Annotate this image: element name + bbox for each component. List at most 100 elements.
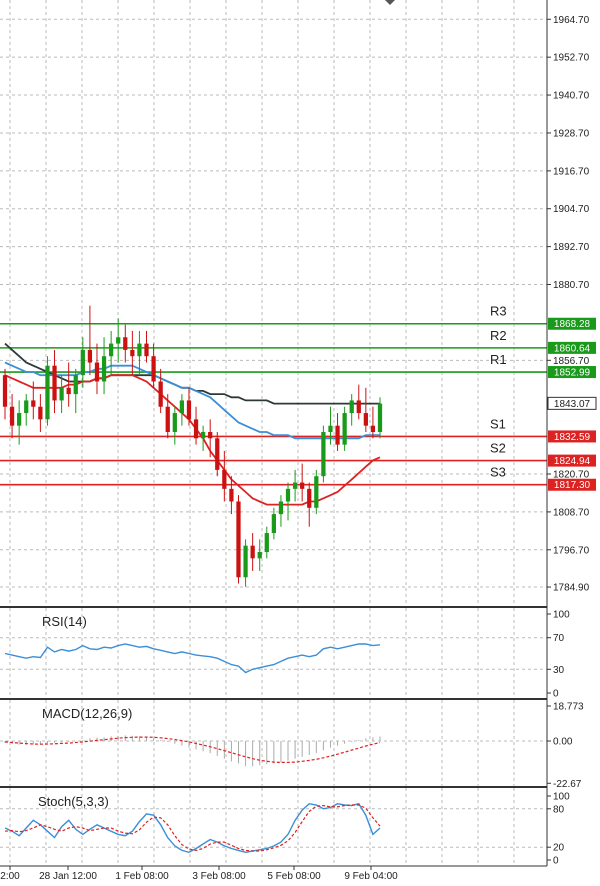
level-tag-r2 — [548, 341, 596, 354]
candle-body — [200, 432, 206, 439]
candle — [314, 469, 319, 515]
level-tag-s2 — [548, 454, 596, 467]
y-tick-label: 1796.70 — [553, 545, 590, 556]
candle-body — [356, 400, 361, 414]
level-value-s2: 1824.94 — [554, 456, 591, 467]
candle-body — [24, 400, 29, 414]
candle — [101, 337, 107, 395]
y-tick-label: 1928.70 — [553, 128, 590, 139]
rsi-y-tick-label: 30 — [553, 665, 565, 676]
candle — [285, 482, 291, 521]
stoch-y-tick-label: 80 — [553, 804, 565, 815]
candle — [229, 476, 234, 515]
candle-body — [278, 501, 284, 515]
candle — [257, 539, 262, 571]
candle — [123, 324, 128, 363]
candle-body — [109, 343, 114, 357]
candle — [59, 375, 64, 414]
candle — [24, 394, 29, 426]
x-tick-label: 28 Jan 12:00 — [39, 871, 97, 882]
candle — [9, 394, 15, 439]
candle-body — [300, 482, 305, 489]
candle — [172, 406, 177, 445]
candle — [236, 495, 241, 584]
candle-body — [292, 482, 298, 489]
level-name-s2: S2 — [490, 441, 506, 456]
candle — [158, 368, 163, 414]
candle-body — [80, 349, 85, 376]
candle — [307, 482, 312, 527]
candle-body — [59, 387, 64, 401]
rsi-title: RSI(14) — [42, 614, 87, 629]
candle — [186, 387, 192, 426]
candle — [264, 526, 269, 559]
axes: 1964.70 1952.70 1940.70 1928.70 1916.70 1904.… — [0, 0, 590, 867]
y-tick-label: 1892.70 — [553, 242, 590, 253]
stoch-y-tick-label: 100 — [553, 792, 570, 803]
candle-body — [158, 381, 163, 407]
candle-body — [271, 514, 276, 534]
candle — [38, 394, 43, 432]
x-tick-label: 2:00 — [0, 871, 20, 882]
candle-body — [101, 356, 107, 382]
candle — [356, 384, 361, 420]
stoch-signal-line — [4, 804, 381, 852]
candle-body — [243, 545, 248, 578]
level-tag-r3 — [548, 317, 596, 330]
candle — [144, 330, 149, 363]
macd-y-tick-label: -22.67 — [553, 779, 582, 790]
candle-body — [144, 343, 149, 357]
scroll-marker-icon — [385, 0, 395, 5]
candle-body — [215, 438, 220, 470]
candle-body — [193, 419, 199, 439]
candle-body — [172, 413, 177, 432]
candle-body — [186, 400, 192, 420]
candle — [342, 406, 347, 451]
level-name-s3: S3 — [490, 465, 506, 480]
candle-body — [66, 387, 71, 395]
candle-body — [236, 501, 241, 578]
rsi-y-tick-label: 0 — [553, 689, 559, 700]
candle — [349, 394, 354, 426]
candle — [377, 397, 383, 439]
current-price-tag — [547, 396, 597, 410]
current-price-value: 1843.07 — [554, 399, 591, 410]
candle — [165, 394, 170, 439]
candle-body — [17, 413, 22, 426]
candle-body — [377, 403, 383, 432]
candle-body — [250, 545, 255, 559]
level-name-r2: R2 — [490, 328, 507, 343]
candle-body — [165, 406, 170, 432]
y-tick-label: 1904.70 — [553, 204, 590, 215]
candle — [321, 425, 326, 483]
candle-body — [151, 356, 156, 382]
candle — [250, 533, 255, 571]
macd-y-tick-label: 0.00 — [553, 737, 573, 748]
candle — [335, 413, 340, 451]
candle — [130, 330, 135, 376]
level-value-r2: 1860.64 — [554, 343, 591, 354]
y-tick-label: 1784.90 — [553, 583, 590, 594]
candle — [66, 362, 71, 407]
candle — [271, 507, 276, 540]
candle — [300, 463, 305, 502]
level-name-s1: S1 — [490, 416, 506, 431]
candle-body — [2, 375, 8, 407]
candle — [80, 337, 85, 388]
candle — [109, 330, 114, 376]
candle-body — [307, 488, 312, 508]
candle-body — [31, 400, 36, 407]
candle — [17, 400, 22, 445]
candle — [215, 432, 220, 477]
level-value-r1: 1852.99 — [554, 368, 591, 379]
candle-body — [229, 488, 234, 502]
candle-body — [73, 375, 78, 395]
candle-body — [335, 425, 340, 445]
x-tick-label: 9 Feb 04:00 — [344, 871, 398, 882]
candle — [278, 495, 284, 527]
candle — [243, 539, 248, 587]
level-name-r3: R3 — [490, 304, 507, 319]
candle — [45, 356, 50, 426]
candle-body — [9, 406, 15, 426]
candle — [116, 318, 121, 363]
